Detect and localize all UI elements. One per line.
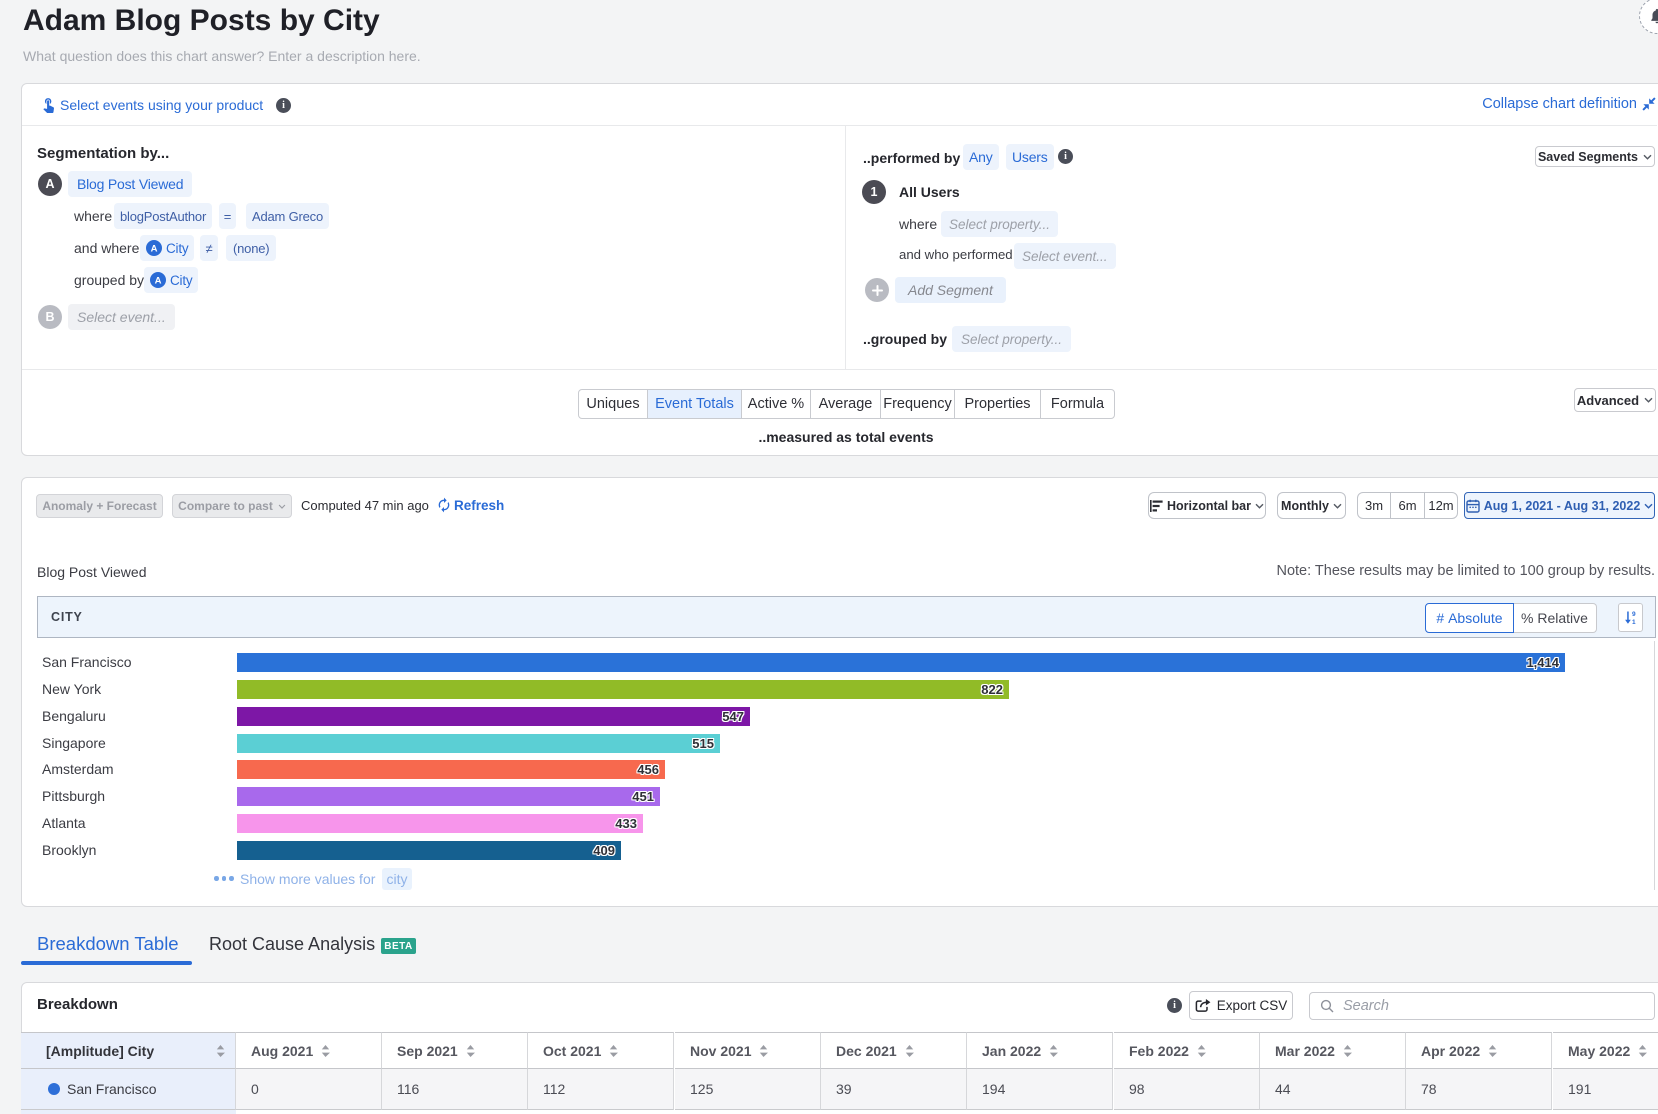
svg-text:9: 9 xyxy=(1632,611,1636,618)
svg-text:1: 1 xyxy=(1632,619,1636,625)
svg-text:A: A xyxy=(155,276,162,287)
svg-text:A: A xyxy=(151,244,158,255)
